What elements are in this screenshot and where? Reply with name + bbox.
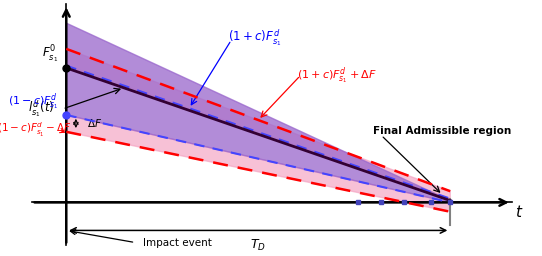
Text: $(1+c)F_{s_1}^{d}$: $(1+c)F_{s_1}^{d}$: [228, 28, 281, 48]
Text: $\Delta F$: $\Delta F$: [87, 118, 102, 129]
Text: $t$: $t$: [515, 204, 524, 220]
Text: $(1-c)F_{s_1}^{d}-\Delta F$: $(1-c)F_{s_1}^{d}-\Delta F$: [0, 121, 72, 139]
Text: $l_{s_1}^{d}(t)$: $l_{s_1}^{d}(t)$: [28, 99, 55, 120]
Polygon shape: [66, 23, 450, 202]
Polygon shape: [66, 49, 450, 199]
Text: $T_D$: $T_D$: [250, 238, 266, 253]
Text: $(1-c)F_{s_1}^{d}$: $(1-c)F_{s_1}^{d}$: [8, 91, 59, 112]
Text: $F_{s_1}^{0}$: $F_{s_1}^{0}$: [42, 44, 59, 65]
Text: Impact event: Impact event: [143, 238, 212, 248]
Polygon shape: [66, 115, 450, 212]
Text: Final Admissible region: Final Admissible region: [373, 126, 512, 136]
Text: $(1+c)F_{s_1}^{d}+\Delta F$: $(1+c)F_{s_1}^{d}+\Delta F$: [296, 65, 377, 86]
